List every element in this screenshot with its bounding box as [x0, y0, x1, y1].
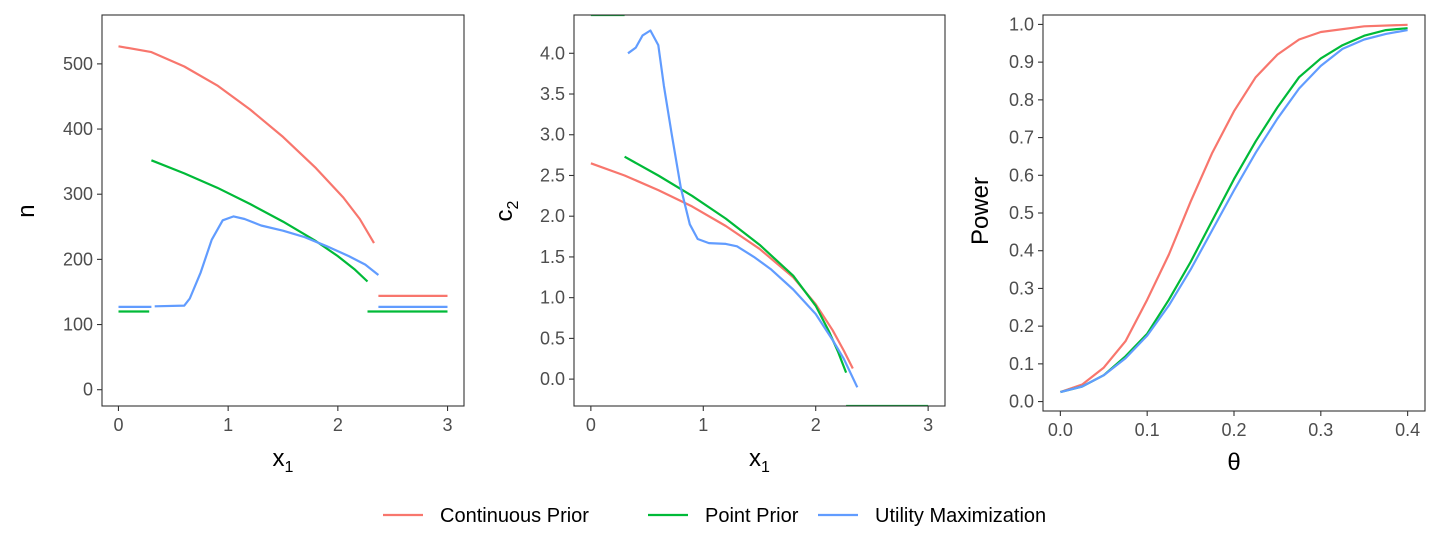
y-tick-label: 0.7 [1009, 128, 1034, 148]
x-axis-label: x1 [749, 445, 770, 476]
y-tick-label: 0.0 [540, 369, 565, 389]
y-tick-label: 0.1 [1009, 354, 1034, 374]
x-tick-label: 0.0 [1048, 420, 1073, 440]
series-line-continuous-prior-seg1 [118, 45, 375, 244]
panel-frame [101, 14, 465, 407]
y-tick-label: 0.2 [1009, 316, 1034, 336]
y-tick-label: 0.0 [1009, 392, 1034, 412]
series-group [118, 45, 448, 313]
x-tick-label: 0.1 [1135, 420, 1160, 440]
y-tick-label: 4.0 [540, 43, 565, 63]
y-axis-label: Power [967, 177, 994, 245]
series-line-point-prior-seg1 [1060, 27, 1408, 394]
y-axis-label: n [13, 204, 40, 217]
series-line-utility-maximization-seg1 [627, 29, 859, 388]
x-tick-label: 1 [698, 415, 708, 435]
y-tick-label: 100 [63, 315, 93, 335]
legend-label: Utility Maximization [875, 505, 1046, 527]
y-tick-label: 0 [83, 380, 93, 400]
series-line-point-prior-seg2 [150, 159, 369, 283]
x-tick-label: 1 [223, 415, 233, 435]
x-axis-label: x1 [273, 445, 294, 476]
y-tick-label: 1.0 [1009, 14, 1034, 34]
x-tick-label: 3 [443, 415, 453, 435]
series-line-continuous-prior-seg1 [1060, 23, 1408, 394]
x-tick-label: 3 [923, 415, 933, 435]
y-tick-label: 0.3 [1009, 278, 1034, 298]
legend-item-continuous-prior: Continuous Prior [383, 505, 589, 527]
x-tick-label: 0 [113, 415, 123, 435]
series-group [590, 15, 929, 406]
y-tick-label: 0.5 [1009, 203, 1034, 223]
legend-item-utility-maximization: Utility Maximization [818, 505, 1046, 527]
series-line-utility-maximization-seg2 [154, 215, 380, 308]
y-tick-label: 3.0 [540, 125, 565, 145]
y-tick-label: 500 [63, 54, 93, 74]
y-tick-label: 2.5 [540, 165, 565, 185]
y-tick-label: 0.6 [1009, 165, 1034, 185]
y-tick-label: 2.0 [540, 206, 565, 226]
panel-frame [573, 14, 946, 407]
y-tick-label: 400 [63, 119, 93, 139]
legend: Continuous Prior Point Prior Utility Maxim… [383, 505, 1046, 527]
x-tick-label: 0.3 [1308, 420, 1333, 440]
y-tick-label: 0.4 [1009, 241, 1034, 261]
y-tick-label: 1.0 [540, 288, 565, 308]
legend-item-point-prior: Point Prior [648, 505, 799, 527]
y-tick-label: 200 [63, 249, 93, 269]
legend-label: Continuous Prior [440, 505, 589, 527]
y-tick-label: 3.5 [540, 84, 565, 104]
y-tick-label: 0.5 [540, 328, 565, 348]
y-tick-label: 0.9 [1009, 52, 1034, 72]
y-tick-label: 300 [63, 184, 93, 204]
x-tick-label: 2 [811, 415, 821, 435]
panel-2: 0 1 2 3 0.0 0.5 1.0 1.5 2.0 2.5 3.0 3.5 4.0 x1 c2 [491, 14, 946, 476]
series-line-utility-maximization-seg1 [1060, 29, 1408, 394]
x-tick-label: 0.4 [1395, 420, 1420, 440]
x-tick-label: 2 [333, 415, 343, 435]
series-group [1060, 23, 1408, 394]
panel-3: 0.0 0.1 0.2 0.3 0.4 0.0 0.1 0.2 0.3 0.4 0.5 0.6 0.7 0… [967, 14, 1426, 476]
x-axis-label: θ [1227, 449, 1240, 476]
y-axis-label: c2 [491, 200, 522, 221]
y-tick-label: 0.8 [1009, 90, 1034, 110]
panels: 0 1 2 3 0 100 200 300 400 500 x1 n 0 1 2 3 0.0 0.5 1.0 1.5 2… [13, 14, 1426, 476]
panel-1: 0 1 2 3 0 100 200 300 400 500 x1 n [13, 14, 465, 476]
series-line-continuous-prior-seg1 [590, 162, 854, 369]
y-tick-label: 1.5 [540, 247, 565, 267]
panel-frame [1042, 14, 1426, 412]
x-tick-label: 0.2 [1221, 420, 1246, 440]
legend-label: Point Prior [705, 505, 799, 527]
x-tick-label: 0 [586, 415, 596, 435]
